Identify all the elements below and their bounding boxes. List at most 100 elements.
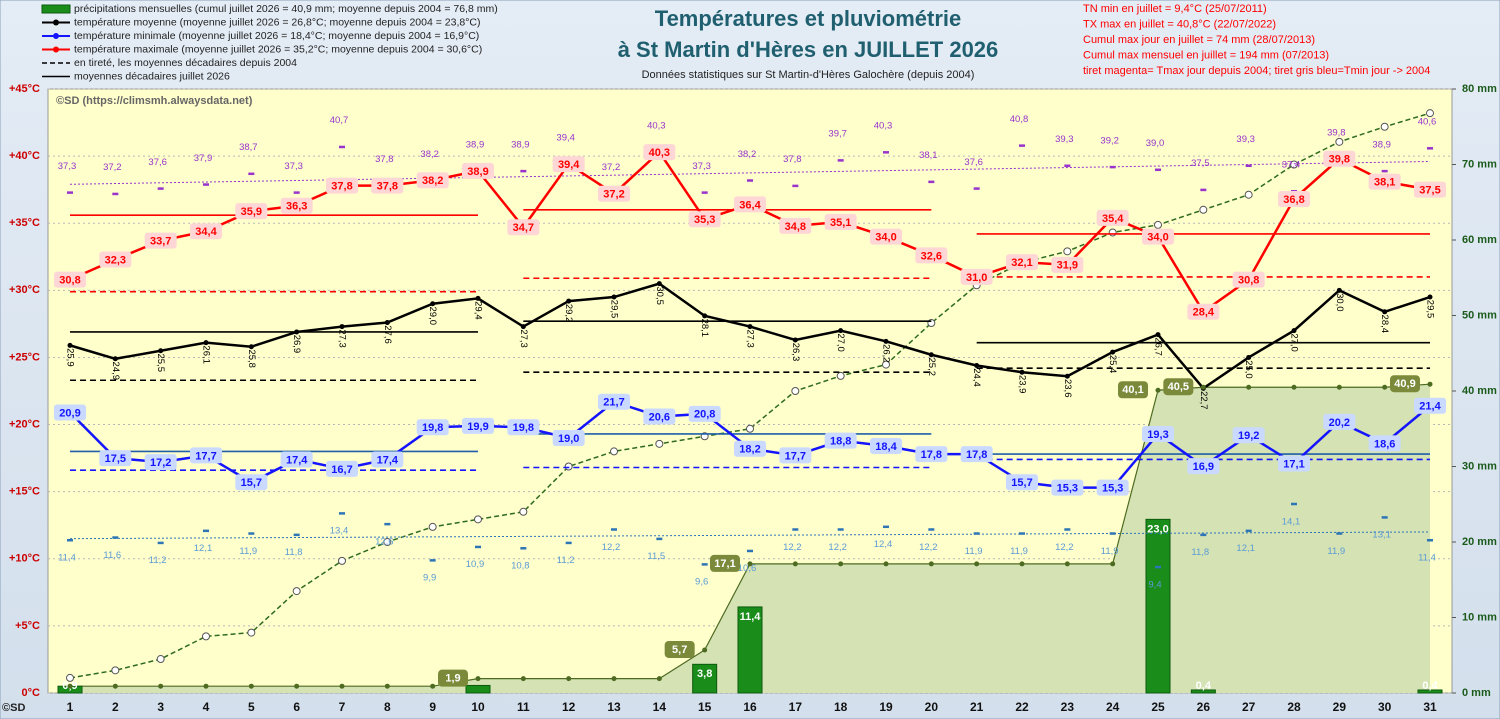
data-label: 17,4	[377, 454, 399, 466]
data-label: 17,1	[714, 558, 735, 570]
cumulative-point	[883, 561, 889, 567]
label-box	[1368, 173, 1401, 190]
cumulative-point	[475, 676, 481, 682]
record-label: 38,9	[466, 139, 485, 150]
temperature-point	[248, 344, 254, 350]
normal-cumulative-point	[610, 447, 618, 456]
data-label: 21,4	[1419, 401, 1441, 413]
data-label: 15,7	[241, 477, 262, 489]
cumulative-point	[656, 676, 662, 682]
data-label: 38,1	[1374, 177, 1395, 189]
label-box	[371, 451, 404, 468]
x-tick-label: 8	[384, 700, 391, 714]
data-label: 19,3	[1147, 429, 1168, 441]
data-label: 3,8	[697, 668, 712, 680]
record-dash	[883, 525, 889, 529]
legend-swatch	[41, 4, 71, 14]
data-label: 18,4	[875, 441, 897, 453]
precip-bar	[1417, 689, 1443, 694]
record-label: 12,2	[828, 542, 847, 553]
record-label: 11,6	[103, 550, 121, 561]
label-box	[1278, 191, 1310, 208]
y2-tick-label: 0 mm	[1462, 687, 1491, 699]
label-box	[144, 232, 177, 249]
data-label: 40,3	[649, 147, 670, 159]
cumulative-point	[67, 683, 73, 689]
data-label: 31,0	[966, 272, 987, 284]
data-label: 20,8	[694, 409, 715, 421]
x-tick-label: 12	[562, 700, 576, 714]
record-label: 39,0	[1146, 138, 1165, 149]
data-label: 17,4	[286, 454, 308, 466]
record-dash	[701, 191, 708, 194]
label-box	[1187, 303, 1220, 320]
record-dash	[1155, 565, 1161, 569]
data-label: 19,0	[558, 433, 579, 445]
legend-label: température maximale (moyenne juillet 20…	[74, 43, 482, 55]
y2-tick-label: 50 mm	[1462, 309, 1497, 321]
record-label: 37,9	[194, 153, 213, 164]
temperature-point	[928, 352, 934, 358]
record-label: 39,4	[556, 133, 575, 144]
data-label: 34,0	[875, 232, 896, 244]
data-label: 30,8	[1238, 275, 1259, 287]
record-note: TX max en juillet = 40,8°C (22/07/2022)	[1083, 18, 1276, 30]
temperature-point	[339, 324, 345, 330]
cumulative-point	[974, 561, 980, 567]
record-dash	[1291, 502, 1297, 506]
data-label: 15,3	[1057, 483, 1078, 495]
label-box	[915, 446, 948, 463]
temperature-point	[1110, 349, 1116, 355]
record-label: 37,8	[783, 154, 802, 165]
record-label: 12,4	[874, 539, 893, 550]
cumulative-point	[1200, 384, 1206, 390]
record-dash	[973, 187, 980, 190]
cumulative-point	[1382, 384, 1388, 390]
label-box	[688, 405, 721, 422]
record-label: 10,9	[466, 559, 485, 570]
cumulative-point	[747, 561, 753, 567]
record-dash	[1381, 169, 1388, 173]
data-label: 39,4	[558, 159, 580, 171]
data-label: 40,5	[1168, 381, 1189, 393]
legend-label: précipitations mensuelles (cumul juillet…	[74, 3, 498, 15]
x-tick-label: 3	[157, 700, 164, 714]
record-label: 39,2	[1100, 135, 1119, 146]
x-tick-label: 30	[1378, 700, 1392, 714]
data-label: 32,3	[105, 254, 126, 266]
legend-swatch	[53, 33, 59, 39]
record-dash	[837, 528, 844, 531]
record-label: 40,8	[1010, 114, 1029, 125]
label-box	[598, 185, 630, 202]
record-dash	[384, 522, 391, 526]
record-label: 12,2	[1055, 542, 1074, 553]
data-label: 38,9	[467, 166, 488, 178]
record-label: 14,1	[1282, 516, 1301, 527]
data-label: 19,9	[467, 421, 488, 433]
record-label: 38,2	[738, 149, 757, 160]
record-label: 12,6	[375, 536, 394, 547]
record-dash	[1200, 533, 1207, 537]
normal-cumulative-point	[338, 556, 346, 565]
record-label: 10,8	[511, 561, 530, 572]
record-label: 39,3	[1055, 134, 1074, 145]
label-box	[734, 440, 766, 457]
data-label: 16,7	[331, 464, 352, 476]
normal-cumulative-point	[1154, 220, 1162, 229]
record-label: 12,2	[919, 542, 938, 553]
y2-tick-label: 30 mm	[1462, 460, 1497, 472]
record-dash	[475, 545, 481, 549]
record-dash	[747, 179, 753, 182]
record-label: 12,2	[602, 542, 621, 553]
record-dash	[112, 192, 119, 196]
cumulative-point	[611, 676, 617, 682]
data-label: 20,6	[649, 411, 670, 423]
data-label: 17,7	[195, 450, 216, 462]
record-label: 37,3	[58, 161, 77, 172]
precip-bar	[1145, 518, 1171, 694]
label-box	[280, 197, 313, 214]
record-label: 37,4	[1282, 160, 1301, 171]
cumulative-point	[1064, 561, 1070, 567]
data-label: 17,8	[966, 449, 987, 461]
